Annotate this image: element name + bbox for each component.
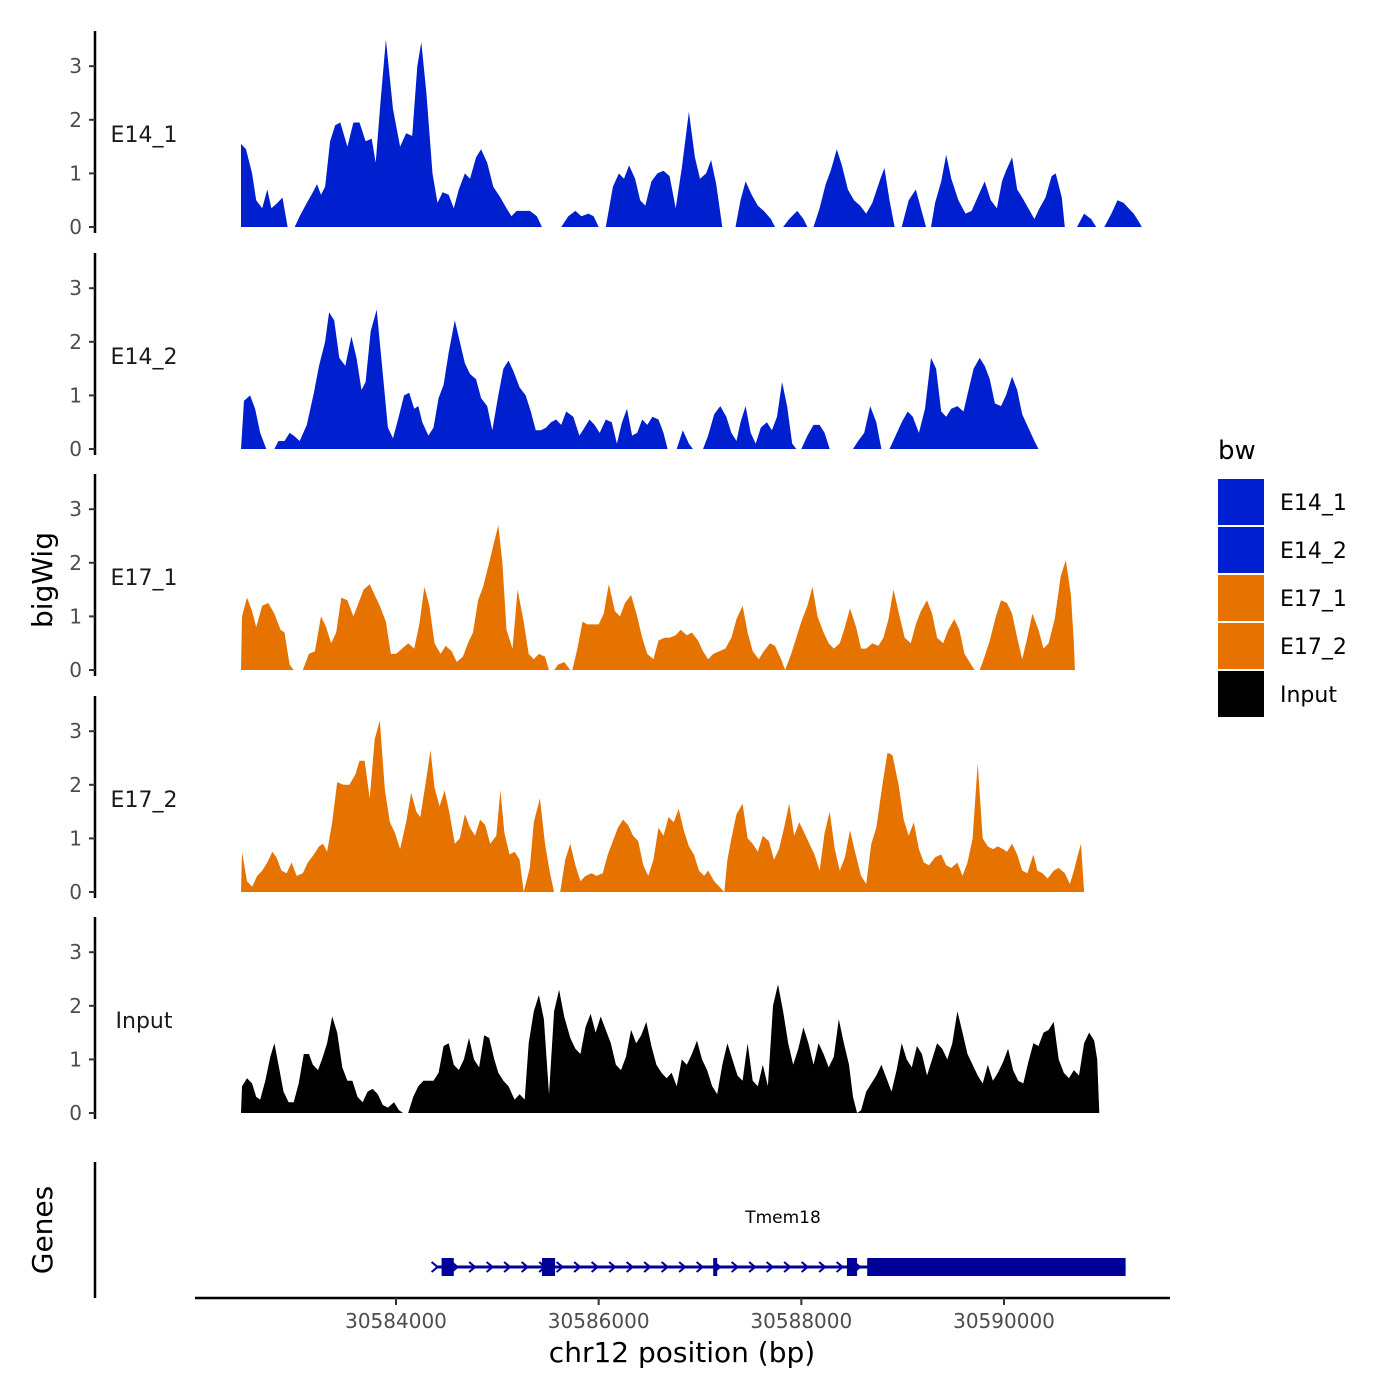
legend-swatch	[1218, 671, 1264, 717]
y-tick-label: 0	[69, 880, 82, 904]
strand-arrow	[608, 1261, 617, 1273]
area-E17_2	[241, 720, 1085, 892]
y-tick-label: 1	[69, 383, 82, 407]
track-E17_1: 0 1 2 3 E17_1	[69, 474, 1075, 682]
y-tick-label: 2	[69, 330, 82, 354]
y-tick-label: 0	[69, 215, 82, 239]
strand-arrow	[573, 1261, 582, 1273]
strand-arrow	[660, 1261, 670, 1273]
exon	[713, 1258, 718, 1276]
y-tick-label: 2	[69, 773, 82, 797]
track-E14_2: 0 1 2 3 E14_2	[69, 253, 1041, 461]
y-tick-label: 2	[69, 551, 82, 575]
legend: bw E14_1 E14_2 E17_1 E17_2 Input	[1218, 436, 1347, 717]
y-tick-label: 1	[69, 1047, 82, 1071]
strand-arrow	[818, 1261, 827, 1273]
legend-item: E17_2	[1218, 623, 1347, 669]
legend-item: E14_1	[1218, 479, 1347, 525]
strand-arrow	[520, 1261, 530, 1273]
track-label: E14_1	[111, 123, 178, 148]
legend-label: E17_1	[1280, 587, 1347, 612]
gene-name: Tmem18	[744, 1208, 821, 1228]
strand-arrow	[730, 1261, 740, 1273]
legend-label: Input	[1280, 683, 1337, 708]
legend-swatch	[1218, 575, 1264, 621]
strand-arrow	[468, 1261, 477, 1273]
tracks-layer: 0 1 2 3 E14_1 0 1 2 3 E14_2 0 1 2 3 E17_1 0 1 2 3 E17_2 0 1 2 3…	[69, 31, 1142, 1125]
track-E17_2: 0 1 2 3 E17_2	[69, 696, 1085, 904]
track-label: E17_1	[111, 566, 178, 591]
strand-arrow	[695, 1261, 705, 1273]
strand-arrow	[835, 1261, 845, 1273]
strand-arrow	[590, 1261, 600, 1273]
legend-swatch	[1218, 527, 1264, 573]
y-tick-label: 2	[69, 994, 82, 1018]
area-E14_2	[241, 309, 1041, 449]
y-tick-label: 1	[69, 826, 82, 850]
exon	[441, 1258, 454, 1276]
legend-item: E17_1	[1218, 575, 1347, 621]
legend-label: E17_2	[1280, 635, 1347, 660]
y-tick-label: 3	[69, 497, 82, 521]
strand-arrow	[783, 1261, 792, 1273]
track-E14_1: 0 1 2 3 E14_1	[69, 31, 1142, 239]
legend-swatch	[1218, 479, 1264, 525]
x-tick-label: 30590000	[953, 1309, 1055, 1333]
strand-arrow	[765, 1261, 775, 1273]
strand-arrow	[430, 1261, 440, 1273]
x-axis: 30584000 30586000 30588000 30590000	[195, 1296, 1170, 1333]
x-axis-title: chr12 position (bp)	[549, 1336, 815, 1369]
y-axis-title: bigWig	[26, 532, 59, 628]
track-label: Input	[116, 1009, 173, 1034]
y-tick-label: 1	[69, 604, 82, 628]
x-tick-label: 30584000	[345, 1309, 447, 1333]
track-Input: 0 1 2 3 Input	[69, 917, 1100, 1125]
strand-arrow	[800, 1261, 810, 1273]
legend-item: E14_2	[1218, 527, 1347, 573]
track-label: E14_2	[111, 345, 178, 370]
y-tick-label: 0	[69, 658, 82, 682]
exon	[846, 1258, 858, 1276]
gene-track: Tmem18	[93, 1162, 1126, 1298]
strand-arrow	[678, 1261, 687, 1273]
strand-arrow	[625, 1261, 635, 1273]
track-label: E17_2	[111, 788, 178, 813]
y-tick-label: 3	[69, 940, 82, 964]
strand-arrow	[503, 1261, 512, 1273]
y-tick-label: 0	[69, 1101, 82, 1125]
strand-arrow	[485, 1261, 495, 1273]
legend-label: E14_2	[1280, 539, 1347, 564]
area-E14_1	[241, 39, 1142, 228]
y-tick-label: 3	[69, 54, 82, 78]
y-tick-label: 1	[69, 161, 82, 185]
exon	[867, 1258, 1126, 1276]
x-tick-label: 30588000	[750, 1309, 852, 1333]
y-tick-label: 3	[69, 276, 82, 300]
x-tick-label: 30586000	[548, 1309, 650, 1333]
y-tick-label: 0	[69, 437, 82, 461]
strand-arrow	[643, 1261, 652, 1273]
exon	[541, 1258, 556, 1276]
legend-label: E14_1	[1280, 491, 1347, 516]
y-tick-label: 2	[69, 108, 82, 132]
strand-arrow	[555, 1261, 565, 1273]
legend-title: bw	[1218, 436, 1256, 466]
genes-axis-title: Genes	[26, 1186, 59, 1274]
legend-item: Input	[1218, 671, 1337, 717]
y-tick-label: 3	[69, 719, 82, 743]
area-E17_1	[241, 525, 1075, 670]
area-Input	[241, 984, 1100, 1113]
strand-arrow	[748, 1261, 757, 1273]
legend-swatch	[1218, 623, 1264, 669]
